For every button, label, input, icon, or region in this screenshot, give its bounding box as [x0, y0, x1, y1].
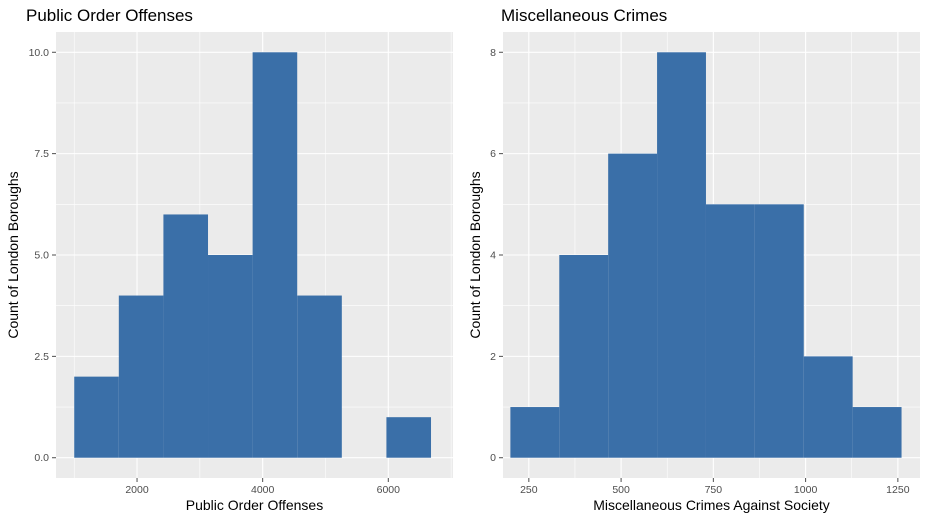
- histogram-bar-3: [208, 255, 253, 458]
- histogram-bar-2: [608, 153, 658, 458]
- y-tick-label: 5.0: [34, 250, 49, 262]
- y-tick-label: 0.0: [34, 452, 49, 464]
- histogram-bar-5: [754, 204, 804, 458]
- x-tick-label: 250: [520, 484, 538, 496]
- y-tick-label: 2: [490, 351, 496, 363]
- y-tick-label: 0: [490, 452, 496, 464]
- histogram-bar-0: [74, 376, 119, 458]
- histogram-bar-6: [803, 356, 853, 458]
- chart-title: Public Order Offenses: [26, 6, 193, 25]
- x-axis-title: Miscellaneous Crimes Against Society: [593, 497, 830, 513]
- x-tick-label: 4000: [251, 484, 275, 496]
- x-tick-label: 500: [612, 484, 630, 496]
- histogram-bar-5: [297, 295, 342, 458]
- y-tick-label: 8: [490, 47, 496, 59]
- y-tick-label: 7.5: [34, 148, 49, 160]
- x-axis: 2000 4000 6000: [125, 478, 400, 496]
- histogram-bar-7: [852, 407, 902, 458]
- x-tick-label: 750: [705, 484, 723, 496]
- y-axis-title: Count of London Boroughs: [467, 171, 483, 338]
- y-tick-label: 10.0: [29, 47, 50, 59]
- x-tick-label: 1250: [886, 484, 910, 496]
- histogram-bar-0: [510, 407, 560, 458]
- chart-miscellaneous-crimes: Miscellaneous Crimes 0 2 4 6 8 250 500 750 1000…: [467, 6, 920, 513]
- histogram-bar-1: [118, 295, 164, 458]
- x-tick-label: 6000: [377, 484, 401, 496]
- x-axis: 250 500 750 1000 1250: [520, 478, 910, 496]
- y-axis: 0 2 4 6 8: [490, 47, 503, 464]
- x-axis-title: Public Order Offenses: [186, 497, 323, 513]
- y-tick-label: 2.5: [34, 351, 49, 363]
- histogram-bars: [510, 52, 902, 458]
- y-tick-label: 6: [490, 148, 496, 160]
- histogram-bar-4: [252, 52, 298, 458]
- y-tick-label: 4: [490, 250, 496, 262]
- histogram-bar-2: [163, 214, 209, 458]
- histogram-bar-4: [705, 204, 755, 458]
- histogram-bar-1: [559, 255, 609, 458]
- histogram-bar-7: [386, 417, 432, 458]
- y-axis-title: Count of London Boroughs: [5, 171, 21, 338]
- x-tick-label: 1000: [794, 484, 818, 496]
- chart-title: Miscellaneous Crimes: [501, 6, 667, 25]
- chart-public-order-offenses: Public Order Offenses 0.0 2.5 5.0 7.5 10.0 2…: [5, 6, 453, 513]
- x-tick-label: 2000: [125, 484, 149, 496]
- histogram-bar-3: [657, 52, 706, 458]
- histogram-bars: [74, 52, 432, 458]
- y-axis: 0.0 2.5 5.0 7.5 10.0: [29, 47, 56, 464]
